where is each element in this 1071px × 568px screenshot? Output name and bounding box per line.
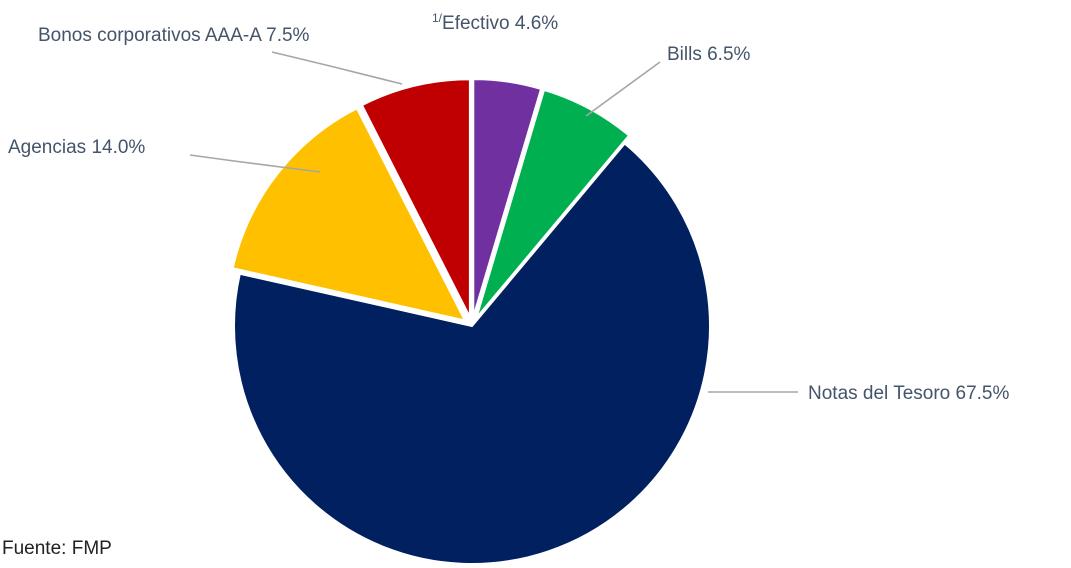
pie-slice-bills <box>475 88 631 319</box>
pie-slice-notas-del-tesoro <box>233 142 711 565</box>
leader-line <box>585 61 661 117</box>
leader-line <box>189 154 321 173</box>
pie-slices <box>231 78 711 565</box>
source-note: Fuente: FMP <box>2 538 112 559</box>
slice-label: Notas del Tesoro 67.5% <box>808 383 1009 404</box>
slice-label: 1/Efectivo 4.6% <box>432 11 558 34</box>
pie-slice-efectivo <box>472 78 543 318</box>
leader-lines <box>189 51 798 393</box>
slice-label: Agencias 14.0% <box>8 137 145 158</box>
pie-slice-agencias <box>231 107 467 322</box>
slice-labels: 1/Efectivo 4.6% Bills 6.5% Notas del Tesor… <box>8 11 1009 404</box>
slice-label: Bills 6.5% <box>667 44 751 65</box>
pie-slice-bonos-corporativos-aaa-a <box>360 78 471 318</box>
leader-line <box>271 51 403 85</box>
slice-label: Bonos corporativos AAA-A 7.5% <box>38 25 310 46</box>
